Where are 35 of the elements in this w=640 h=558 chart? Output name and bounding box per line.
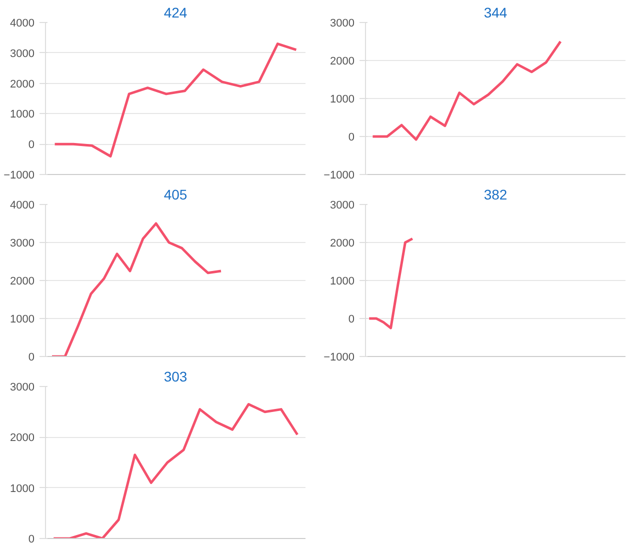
y-tick-label: 1000 — [10, 108, 35, 121]
y-tick-label: 2000 — [330, 238, 355, 250]
y-tick-label: 0 — [28, 352, 35, 364]
y-tick-label: −1000 — [324, 170, 355, 182]
line-series — [50, 222, 222, 356]
y-tick-label: 3000 — [10, 382, 35, 394]
y-tick-label: 1000 — [330, 276, 355, 288]
y-tick-label: 3000 — [10, 238, 35, 250]
y-tick-label: 1000 — [10, 482, 35, 495]
y-tick-label: 1000 — [330, 94, 355, 106]
y-tick-label: 2000 — [10, 432, 35, 444]
y-tick-label: 0 — [28, 534, 35, 546]
y-tick-label: 0 — [348, 132, 355, 144]
y-tick-label: 0 — [348, 314, 355, 326]
chart-title: 382 — [484, 186, 508, 202]
line-series — [368, 237, 414, 330]
line-series — [52, 402, 299, 538]
chart-title: 303 — [164, 368, 188, 384]
chart-title: 424 — [164, 4, 188, 20]
y-tick-label: 2000 — [10, 276, 35, 288]
y-tick-label: −1000 — [4, 170, 35, 182]
y-tick-label: 1000 — [10, 314, 35, 326]
y-tick-label: 0 — [28, 139, 35, 152]
chart-title: 405 — [164, 186, 188, 202]
y-tick-label: 4000 — [10, 200, 35, 212]
y-tick-label: 3000 — [10, 48, 35, 60]
y-tick-label: 3000 — [330, 200, 355, 212]
y-tick-label: 2000 — [330, 56, 355, 68]
y-tick-label: 4000 — [10, 18, 35, 30]
line-series — [371, 40, 562, 141]
y-tick-label: −1000 — [324, 352, 355, 364]
y-tick-label: 3000 — [330, 18, 355, 30]
y-tick-label: 2000 — [10, 78, 35, 90]
line-series — [54, 42, 298, 158]
chart-title: 344 — [484, 4, 508, 20]
